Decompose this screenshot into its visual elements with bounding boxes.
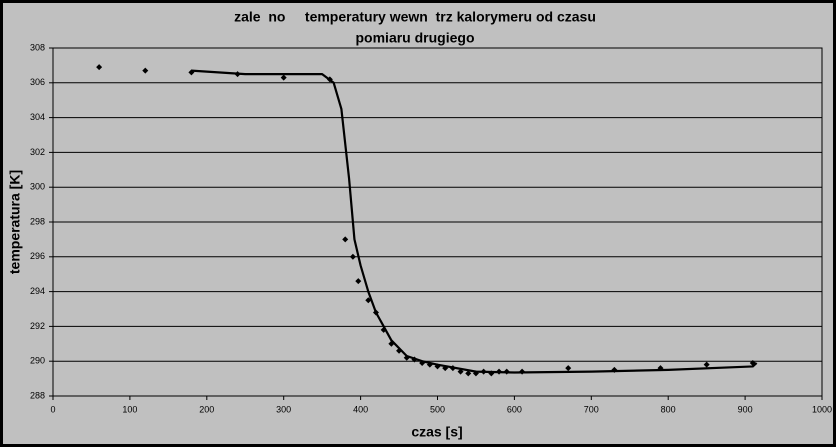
y-axis-label: temperatura [K] [7,170,23,274]
x-tick-label: 100 [122,404,137,414]
data-point [565,365,572,372]
x-tick-label: 600 [507,404,522,414]
x-tick-label: 400 [353,404,368,414]
chart-subtitle: pomiaru drugiego [356,30,475,46]
x-tick-label: 700 [584,404,599,414]
y-tick-label: 288 [30,390,45,400]
data-point [342,236,349,243]
data-point [142,67,149,74]
data-point [349,253,356,260]
x-tick-label: 1000 [812,404,832,414]
chart-title: zale no temperatury wewn trz kalorymeru … [234,9,596,25]
data-point [96,64,103,71]
y-tick-label: 298 [30,216,45,226]
y-tick-label: 306 [30,77,45,87]
x-tick-label: 900 [738,404,753,414]
x-tick-label: 200 [199,404,214,414]
data-point [465,370,472,377]
y-tick-label: 296 [30,251,45,261]
fit-line [191,69,758,374]
y-tick-label: 302 [30,147,45,157]
y-tick-label: 308 [30,42,45,52]
x-tick-label: 800 [661,404,676,414]
y-tick-label: 292 [30,321,45,331]
data-point [703,361,710,368]
y-tick-label: 300 [30,182,45,192]
x-axis-label: czas [s] [411,424,462,440]
x-tick-label: 500 [430,404,445,414]
data-point [280,74,287,81]
y-tick-label: 294 [30,286,45,296]
x-tick-label: 0 [50,404,55,414]
y-tick-label: 304 [30,112,45,122]
y-tick-label: 290 [30,356,45,366]
x-tick-label: 300 [276,404,291,414]
data-point [355,278,362,285]
